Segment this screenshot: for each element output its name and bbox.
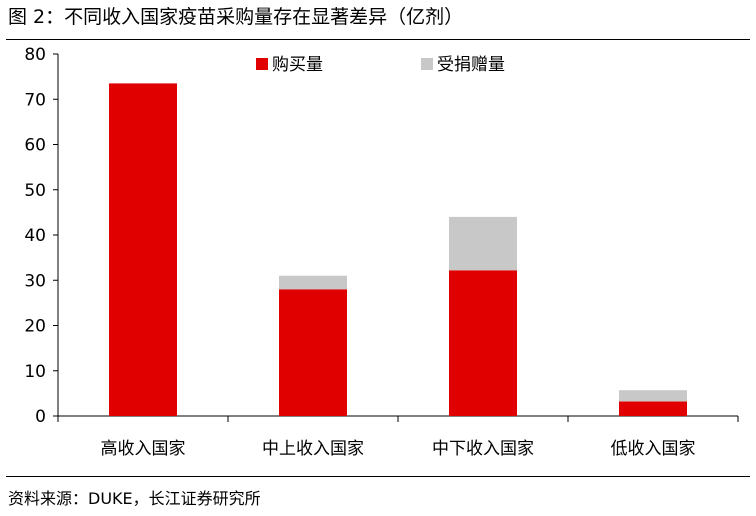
y-tick-label: 40 — [24, 226, 46, 246]
legend-swatch-0 — [256, 58, 268, 70]
y-tick-label: 10 — [24, 362, 46, 382]
y-tick-label: 60 — [24, 136, 46, 156]
y-tick-label: 70 — [24, 90, 46, 110]
top-rule — [6, 39, 750, 40]
bar-purchased-0 — [109, 83, 177, 416]
y-tick-label: 30 — [24, 271, 46, 291]
y-tick-label: 50 — [24, 181, 46, 201]
chart-legend: 购买量 受捐赠量 — [256, 55, 505, 75]
bar-donated-1 — [279, 275, 347, 290]
y-tick-label: 20 — [24, 317, 46, 337]
category-label: 中下收入国家 — [432, 439, 534, 459]
category-label: 高收入国家 — [101, 439, 186, 459]
source-note: 资料来源：DUKE，长江证券研究所 — [8, 489, 261, 508]
stacked-bar-chart: 0 10 20 30 40 50 60 70 80 高收入国家 中上收入国家 中下收入国家 低收入国家… — [24, 45, 739, 459]
figure-title: 图 2：不同收入国家疫苗采购量存在显著差异（亿剂） — [8, 6, 464, 28]
y-tick-label: 80 — [24, 45, 46, 65]
chart-bars — [109, 83, 687, 416]
category-labels: 高收入国家 中上收入国家 中下收入国家 低收入国家 — [101, 439, 696, 459]
y-tick-label: 0 — [35, 407, 46, 427]
bar-purchased-1 — [279, 289, 347, 416]
bar-donated-3 — [619, 390, 687, 402]
bar-purchased-3 — [619, 401, 687, 416]
category-label: 低收入国家 — [611, 439, 696, 459]
legend-swatch-1 — [421, 58, 433, 70]
category-label: 中上收入国家 — [262, 439, 364, 459]
bar-purchased-2 — [449, 270, 517, 416]
legend-label-0: 购买量 — [272, 55, 323, 75]
legend-label-1: 受捐赠量 — [437, 55, 505, 75]
bottom-rule — [6, 476, 750, 477]
bar-donated-2 — [449, 216, 517, 271]
